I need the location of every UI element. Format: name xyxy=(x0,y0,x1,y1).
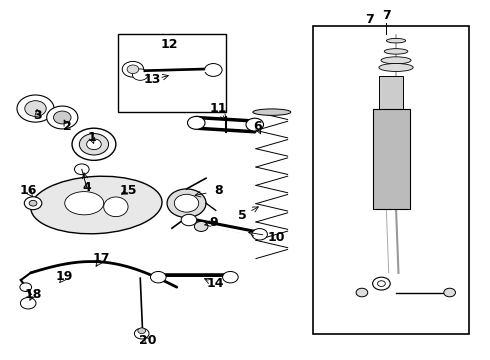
Circle shape xyxy=(167,189,206,217)
Text: 15: 15 xyxy=(120,184,137,197)
Text: 14: 14 xyxy=(207,277,224,290)
Text: 20: 20 xyxy=(139,334,156,347)
Text: 6: 6 xyxy=(253,120,262,133)
Circle shape xyxy=(356,288,368,297)
Ellipse shape xyxy=(384,49,408,54)
Ellipse shape xyxy=(104,197,128,217)
Circle shape xyxy=(444,288,456,297)
Circle shape xyxy=(181,214,197,226)
Text: 18: 18 xyxy=(24,288,42,301)
Text: 19: 19 xyxy=(56,270,74,283)
Circle shape xyxy=(246,118,264,131)
Bar xyxy=(379,76,403,109)
Text: 5: 5 xyxy=(238,209,247,222)
Circle shape xyxy=(222,271,238,283)
Text: 8: 8 xyxy=(214,184,222,197)
Text: 1: 1 xyxy=(87,131,96,144)
Text: 13: 13 xyxy=(144,73,161,86)
Circle shape xyxy=(127,65,139,73)
Circle shape xyxy=(29,201,37,206)
Circle shape xyxy=(47,106,78,129)
Circle shape xyxy=(72,128,116,160)
Circle shape xyxy=(17,95,54,122)
Text: 7: 7 xyxy=(382,9,391,22)
Circle shape xyxy=(252,229,268,240)
Text: 3: 3 xyxy=(34,109,42,122)
Text: 7: 7 xyxy=(365,13,373,26)
Circle shape xyxy=(174,194,199,212)
Ellipse shape xyxy=(65,192,104,215)
Text: 2: 2 xyxy=(63,120,72,133)
Ellipse shape xyxy=(379,63,413,72)
Bar xyxy=(118,33,225,112)
Circle shape xyxy=(150,271,166,283)
Text: 17: 17 xyxy=(93,252,110,265)
Circle shape xyxy=(87,139,101,150)
Circle shape xyxy=(373,277,390,290)
Circle shape xyxy=(74,164,89,175)
Circle shape xyxy=(25,101,46,116)
Circle shape xyxy=(134,328,149,339)
Ellipse shape xyxy=(387,39,406,43)
Bar xyxy=(373,109,410,208)
Bar xyxy=(313,26,469,334)
Circle shape xyxy=(122,62,144,77)
Text: 10: 10 xyxy=(268,231,285,244)
Circle shape xyxy=(138,328,146,334)
Circle shape xyxy=(20,283,31,292)
Text: 12: 12 xyxy=(161,38,178,51)
Circle shape xyxy=(132,69,148,80)
Ellipse shape xyxy=(381,57,411,64)
Circle shape xyxy=(195,221,208,231)
Text: 16: 16 xyxy=(20,184,37,197)
Ellipse shape xyxy=(253,109,291,115)
Text: 4: 4 xyxy=(82,181,91,194)
Circle shape xyxy=(21,297,36,309)
Circle shape xyxy=(24,197,42,210)
Circle shape xyxy=(79,134,109,155)
Circle shape xyxy=(53,111,71,124)
Circle shape xyxy=(188,116,205,129)
Circle shape xyxy=(204,64,222,76)
Text: 9: 9 xyxy=(209,216,218,229)
Ellipse shape xyxy=(31,176,162,234)
Circle shape xyxy=(377,281,385,287)
Text: 11: 11 xyxy=(209,102,227,115)
